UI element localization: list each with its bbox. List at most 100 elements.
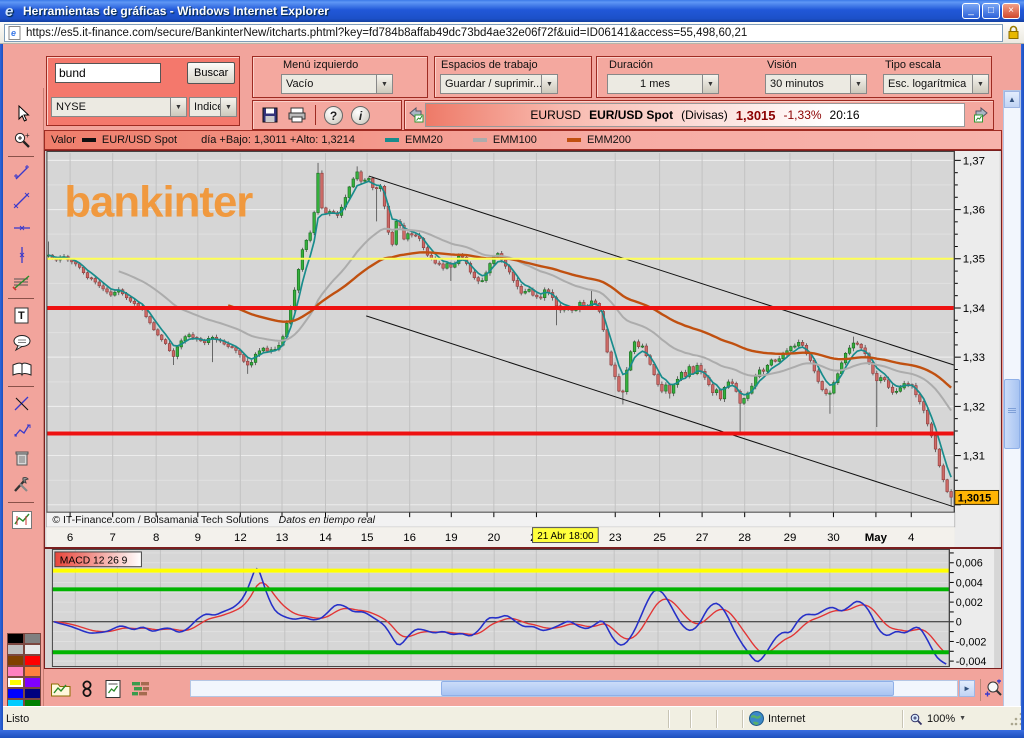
annotation-lines-tool[interactable]	[9, 270, 35, 294]
palette-swatch-5[interactable]	[24, 655, 41, 666]
palette-swatch-7[interactable]	[24, 666, 41, 677]
search-input[interactable]	[55, 63, 161, 83]
chevron-down-icon: ▼	[972, 75, 988, 93]
horizontal-line-tool[interactable]	[9, 216, 35, 240]
svg-text:9: 9	[195, 532, 201, 544]
palette-swatch-11[interactable]	[24, 688, 41, 699]
help-button[interactable]: ?	[324, 106, 343, 125]
legend-day-range: día +Bajo: 1,3011 +Alto: 1,3214	[201, 134, 355, 146]
svg-text:23: 23	[609, 532, 622, 544]
emm200-swatch	[567, 138, 581, 142]
scale-select[interactable]: Esc. logarítmica▼	[883, 74, 989, 94]
emm100-swatch	[473, 138, 487, 142]
minimize-button[interactable]: _	[962, 3, 980, 19]
palette-swatch-3[interactable]	[24, 644, 41, 655]
svg-text:1,34: 1,34	[963, 303, 986, 315]
trash-tool[interactable]	[9, 446, 35, 470]
palette-swatch-10[interactable]	[7, 688, 24, 699]
palette-swatch-9[interactable]	[24, 677, 41, 688]
chart-legend: Valor EUR/USD Spot día +Bajo: 1,3011 +Al…	[44, 130, 1002, 150]
market-depth-icon[interactable]	[130, 679, 152, 699]
maximize-button[interactable]: □	[982, 3, 1000, 19]
vscroll-thumb[interactable]	[1004, 379, 1020, 449]
workspaces-select[interactable]: Guardar / suprimir...▼	[440, 74, 558, 94]
hscroll-thumb[interactable]	[441, 681, 894, 696]
info-button[interactable]: i	[351, 106, 370, 125]
zoom-pane[interactable]: 100% ▼	[902, 710, 1010, 728]
price-chart[interactable]: bankinter1,371,361,351,341,331,321,31© I…	[44, 150, 1002, 548]
zoom-caret-icon[interactable]: ▼	[959, 715, 966, 722]
workspaces-label: Espacios de trabajo	[441, 59, 538, 71]
chevron-down-icon: ▼	[702, 75, 718, 93]
svg-text:1,31: 1,31	[963, 451, 985, 463]
palette-swatch-1[interactable]	[24, 633, 41, 644]
svg-text:28: 28	[738, 532, 751, 544]
svg-text:0,006: 0,006	[956, 558, 983, 570]
content-area: + T Buscar NYSE▼	[0, 44, 1024, 706]
print-icon[interactable]	[287, 106, 307, 124]
svg-text:30: 30	[827, 532, 840, 544]
svg-text:25: 25	[653, 532, 666, 544]
instrument-select[interactable]: Indice▼	[189, 97, 237, 117]
erase-line-tool[interactable]	[9, 392, 35, 416]
segment-tool[interactable]	[9, 162, 35, 186]
pointer-tool[interactable]	[9, 102, 35, 126]
prev-value-icon[interactable]	[407, 106, 424, 123]
bankinter-watermark: bankinter	[64, 178, 253, 227]
svg-text:14: 14	[319, 532, 332, 544]
toolbar-divider	[8, 298, 34, 299]
settings-tool[interactable]	[9, 473, 35, 497]
bottom-toolbar: ►	[44, 675, 1002, 706]
open-chart-icon[interactable]	[50, 679, 72, 699]
svg-text:1,3015: 1,3015	[958, 492, 991, 504]
quote-symbol: EURUSD	[530, 108, 581, 122]
svg-text:8: 8	[153, 532, 159, 544]
legend-emm100: EMM100	[493, 134, 537, 146]
palette-swatch-8[interactable]	[7, 677, 24, 688]
hscroll-right-button[interactable]: ►	[959, 680, 975, 697]
close-button[interactable]: ×	[1002, 3, 1020, 19]
chart-type-tool[interactable]	[9, 508, 35, 532]
palette-swatch-0[interactable]	[7, 633, 24, 644]
search-button[interactable]: Buscar	[187, 62, 235, 84]
status-zoom-level: 100%	[927, 713, 955, 725]
chevron-down-icon: ▼	[170, 98, 186, 116]
chevron-down-icon: ▼	[376, 75, 392, 93]
page-vertical-scrollbar[interactable]: ▲ ▼	[1003, 90, 1021, 738]
palette-swatch-2[interactable]	[7, 644, 24, 655]
svg-text:0,004: 0,004	[956, 577, 983, 589]
quote-time: 20:16	[830, 108, 860, 122]
exchange-select[interactable]: NYSE▼	[51, 97, 187, 117]
vision-label: Visión	[767, 59, 797, 71]
svg-text:13: 13	[276, 532, 289, 544]
chart-horizontal-scrollbar[interactable]	[190, 680, 958, 697]
book-tool[interactable]	[9, 358, 35, 382]
zoom-plus-tool[interactable]: +	[9, 128, 35, 152]
link-icon[interactable]	[80, 679, 94, 699]
report-icon[interactable]	[104, 679, 122, 699]
quote-bar: EURUSD EUR/USD Spot (Divisas) 1,3015 -1,…	[425, 103, 965, 127]
vision-select[interactable]: 30 minutos▼	[765, 74, 867, 94]
svg-text:20: 20	[487, 532, 500, 544]
trendline-tool[interactable]	[9, 189, 35, 213]
status-zoom-icon	[909, 712, 923, 726]
palette-swatch-4[interactable]	[7, 655, 24, 666]
left-menu-select[interactable]: Vacío▼	[281, 74, 393, 94]
status-pane	[716, 710, 742, 728]
drawing-toolbar: + T	[0, 88, 44, 738]
svg-text:29: 29	[784, 532, 797, 544]
select-lines-tool[interactable]	[9, 419, 35, 443]
comment-tool[interactable]	[9, 331, 35, 355]
url-field[interactable]: e https://es5.it-finance.com/secure/Bank…	[4, 24, 1003, 42]
vertical-line-tool[interactable]	[9, 243, 35, 267]
browser-window: e Herramientas de gráficas - Windows Int…	[0, 0, 1024, 738]
text-tool[interactable]: T	[9, 304, 35, 328]
vscroll-up-button[interactable]: ▲	[1004, 91, 1020, 108]
quote-panel: EURUSD EUR/USD Spot (Divisas) 1,3015 -1,…	[404, 100, 994, 130]
save-icon[interactable]	[261, 106, 279, 124]
divider	[980, 679, 981, 701]
next-value-icon[interactable]	[973, 106, 990, 123]
duration-select[interactable]: 1 mes▼	[607, 74, 719, 94]
macd-chart[interactable]: 0,0060,0040,0020-0,002-0,004MACD 12 26 9	[44, 548, 1002, 669]
palette-swatch-6[interactable]	[7, 666, 24, 677]
